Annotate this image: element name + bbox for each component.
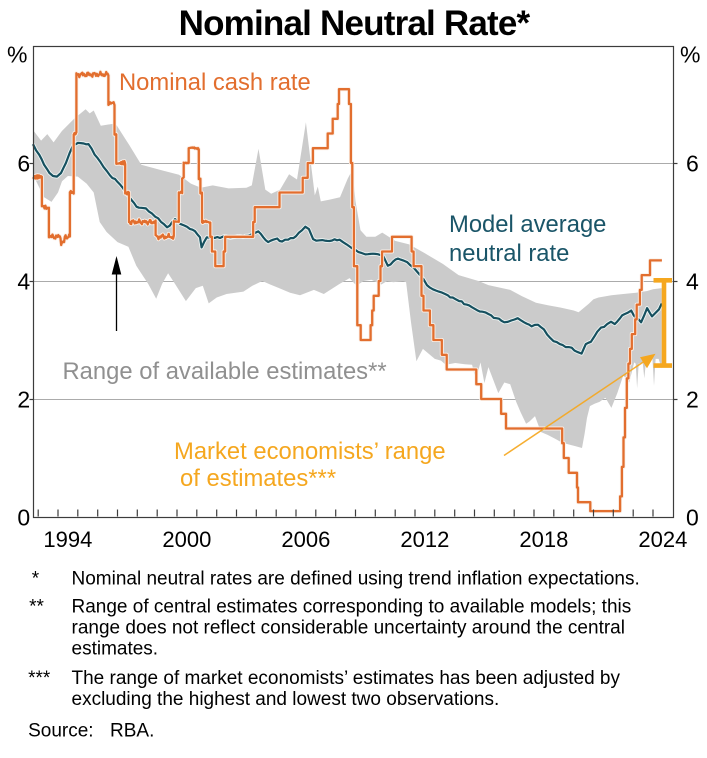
svg-text:***: *** [28, 668, 51, 689]
svg-text:Range of central estimates cor: Range of central estimates corresponding… [72, 597, 632, 618]
svg-text:6: 6 [686, 150, 699, 176]
svg-text:Market economists’ range: Market economists’ range [174, 438, 446, 465]
svg-text:2012: 2012 [400, 527, 449, 552]
svg-text:Nominal Neutral Rate*: Nominal Neutral Rate* [179, 4, 531, 43]
svg-text:0: 0 [686, 504, 699, 530]
svg-text:%: % [7, 42, 27, 68]
svg-text:**: ** [29, 597, 44, 618]
svg-text:2018: 2018 [519, 527, 568, 552]
svg-text:range does not reflect conside: range does not reflect considerable unce… [72, 618, 625, 639]
svg-text:neutral rate: neutral rate [449, 240, 569, 267]
svg-text:RBA.: RBA. [110, 721, 154, 742]
svg-text:1994: 1994 [43, 527, 92, 552]
svg-text:2: 2 [17, 386, 30, 412]
svg-text:0: 0 [17, 504, 30, 530]
svg-text:of estimates***: of estimates*** [180, 465, 336, 492]
svg-text:2: 2 [686, 386, 699, 412]
svg-text:4: 4 [17, 268, 30, 294]
svg-text:2000: 2000 [162, 527, 211, 552]
svg-text:2024: 2024 [638, 527, 687, 552]
svg-text:estimates.: estimates. [72, 638, 159, 659]
svg-text:excluding the highest and lowe: excluding the highest and lowest two obs… [72, 689, 500, 710]
svg-text:*: * [32, 569, 40, 590]
svg-text:2006: 2006 [281, 527, 330, 552]
svg-text:Nominal cash rate: Nominal cash rate [119, 69, 311, 96]
svg-text:4: 4 [686, 268, 699, 294]
svg-text:Model average: Model average [449, 211, 606, 238]
svg-text:Nominal neutral rates are defi: Nominal neutral rates are defined using … [72, 569, 640, 590]
svg-text:The range of market economists: The range of market economists’ estimate… [72, 668, 621, 689]
svg-text:%: % [680, 42, 700, 68]
svg-text:Source:: Source: [28, 721, 93, 742]
svg-text:Range of available estimates**: Range of available estimates** [63, 358, 387, 385]
svg-text:6: 6 [17, 150, 30, 176]
